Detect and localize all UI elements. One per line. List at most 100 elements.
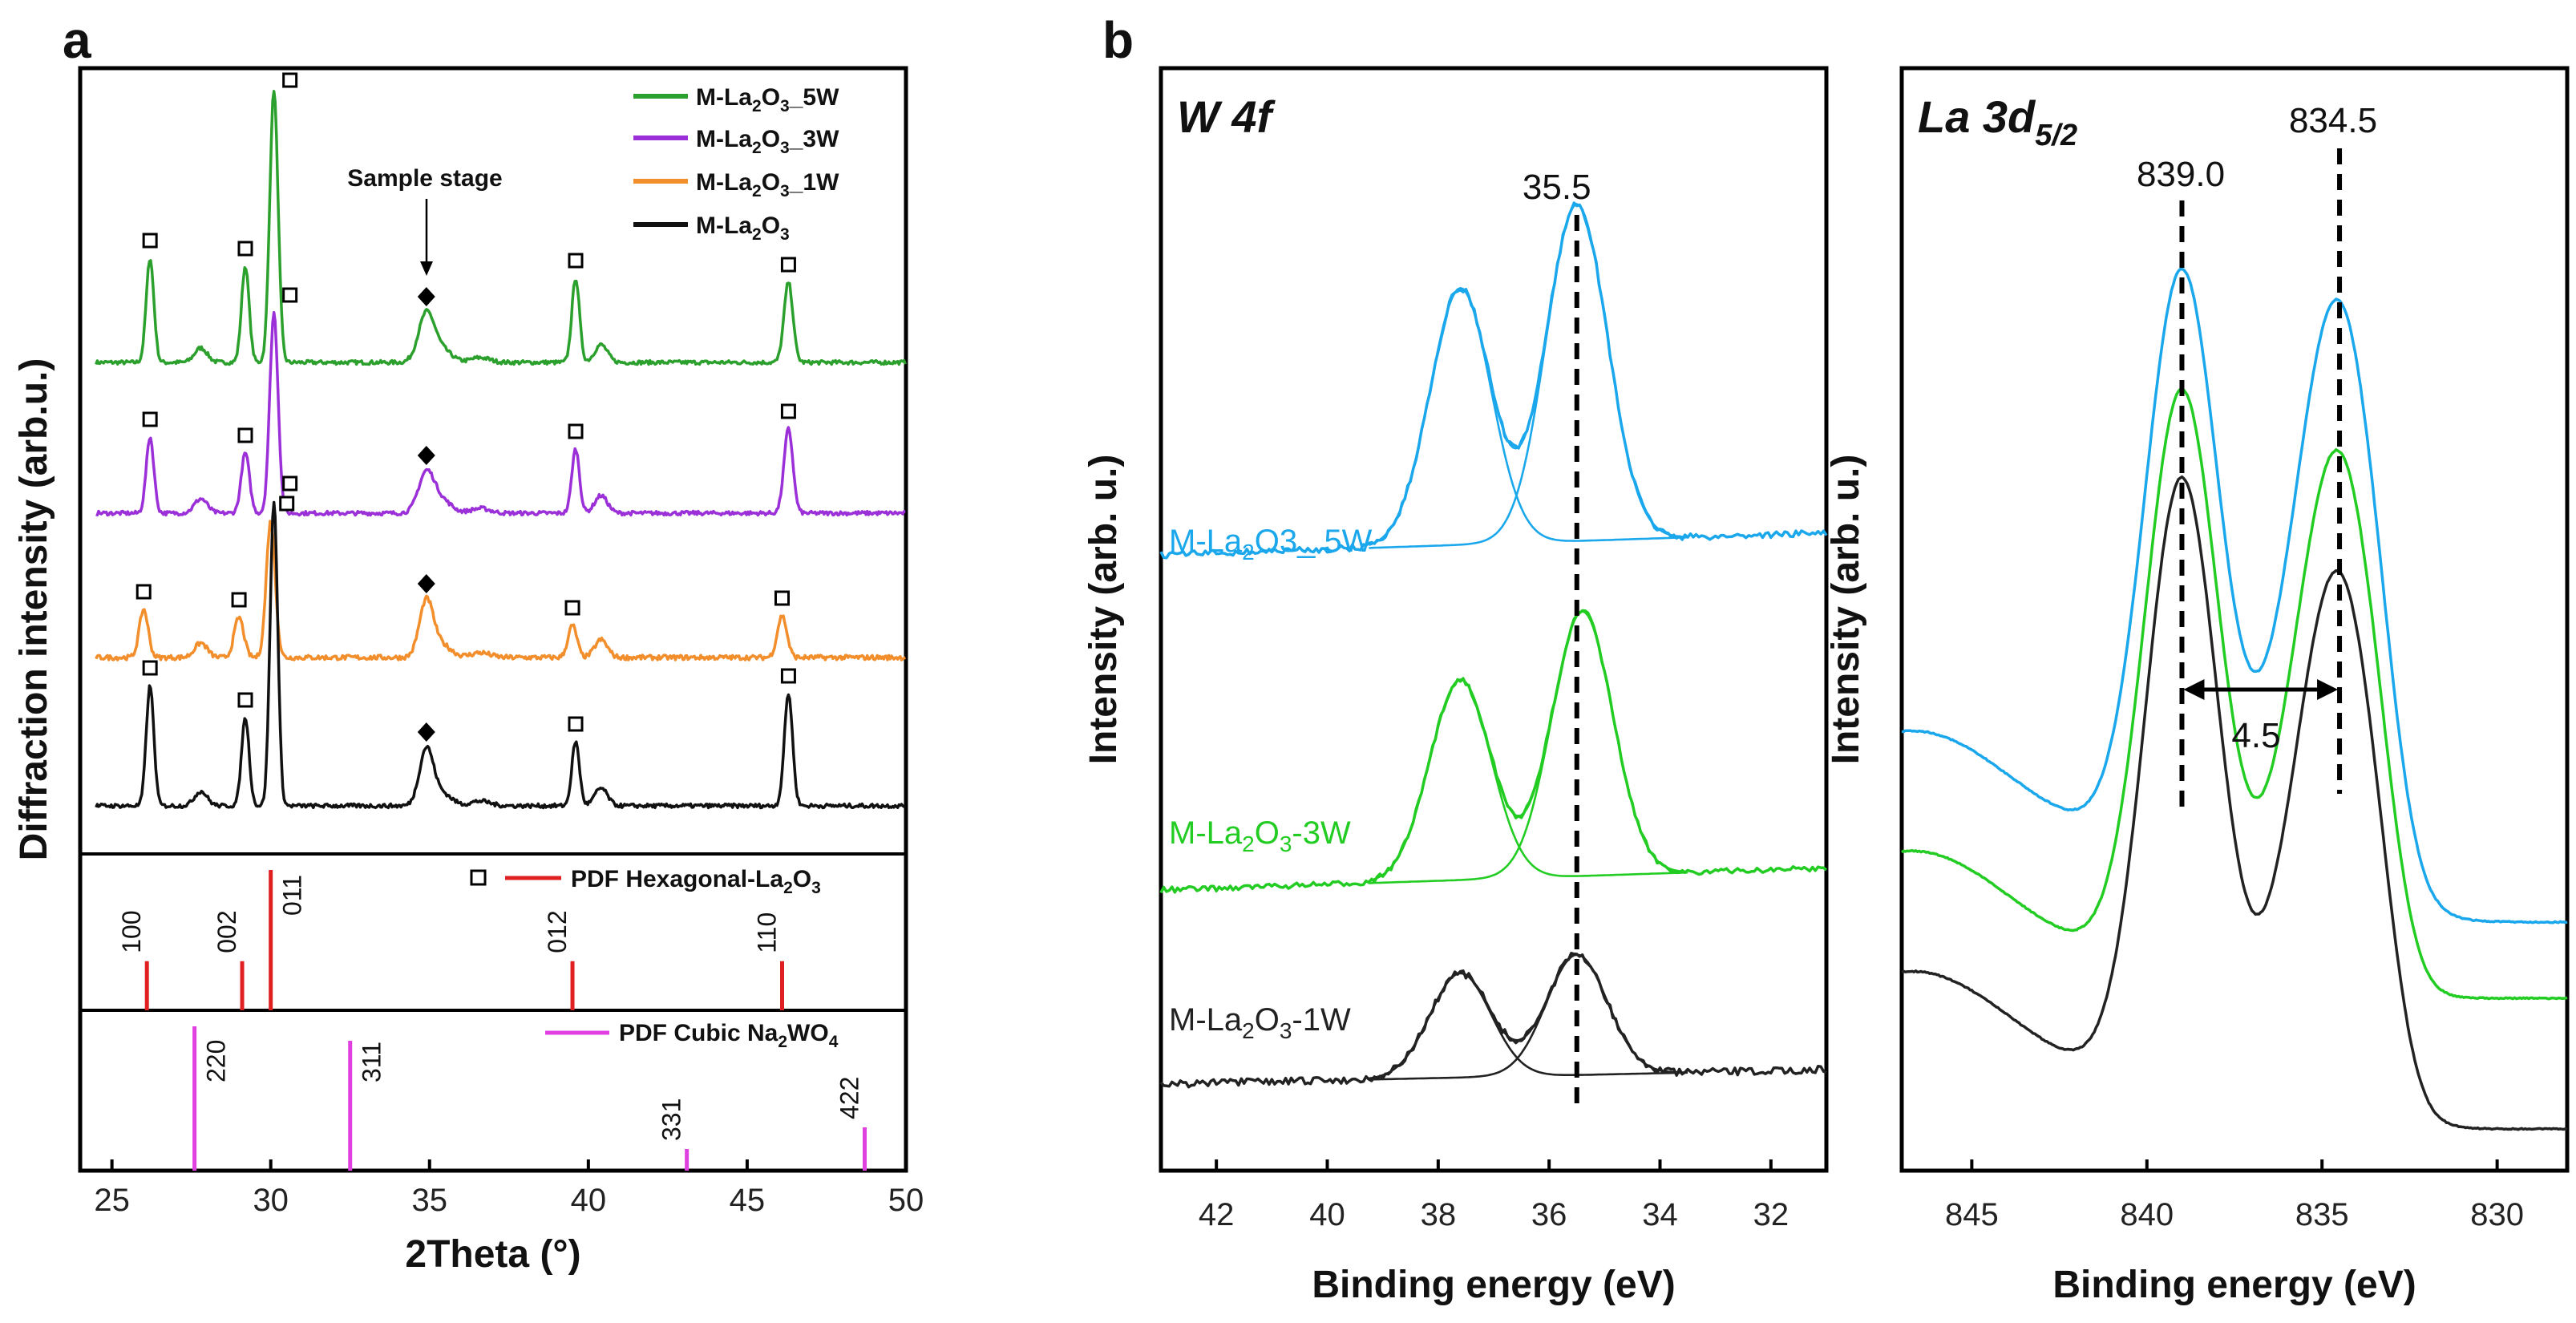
- xrd-curve-3w: [95, 310, 906, 517]
- w4f-1w-curve: [1159, 952, 1827, 1089]
- w4f-x-ticks: 42 40 38 36 34 32: [1199, 1159, 1789, 1232]
- xrd-square-marker: [237, 692, 253, 708]
- w4f-frame: [1159, 66, 1829, 1173]
- pdf1-legend-marker: [470, 869, 487, 886]
- panel-a-xtick-label: 35: [412, 1183, 448, 1218]
- xrd-square-marker: [774, 590, 790, 606]
- xrd-square-marker: [142, 411, 158, 427]
- la3d-peak2-label: 834.5: [2289, 101, 2377, 140]
- legend-entry-1w: M-La2O3_1W: [696, 169, 839, 200]
- pdf-hkl-label: 002: [212, 910, 241, 953]
- sample-stage-arrowhead: [420, 261, 433, 276]
- la3d-x-ticks: 845 840 835 830: [1945, 1159, 2524, 1232]
- xrd-square-marker: [780, 668, 796, 684]
- w4f-3w-curve: [1159, 609, 1828, 894]
- xrd-square-marker: [142, 660, 158, 676]
- pdf2-label: PDF Cubic Na2WO4: [619, 1020, 839, 1051]
- sample-stage-annotation: Sample stage: [347, 165, 502, 192]
- w4f-xtick-label: 36: [1531, 1197, 1567, 1232]
- panel-a-xtick-label: 30: [253, 1183, 289, 1218]
- xrd-square-marker: [142, 233, 158, 249]
- xrd-square-marker: [568, 716, 584, 732]
- w4f-xtick-label: 40: [1309, 1197, 1345, 1232]
- panel-a-xtick-label: 25: [94, 1183, 130, 1218]
- la3d-title: La 3d5/2: [1918, 91, 2077, 152]
- legend-entry-5w: M-La2O3_5W: [696, 84, 839, 115]
- pdf-hexagonal-sticks: 100 002 011 012 110: [117, 870, 784, 1010]
- panel-a-xtick-label: 45: [730, 1183, 766, 1218]
- w4f-5w-curve: [1159, 201, 1828, 560]
- la3d-1w-curve: [1901, 475, 2568, 1131]
- la3d-frame: [1899, 66, 2570, 1173]
- panel-a-frame: [78, 66, 908, 1173]
- la3d-xtick-label: 835: [2295, 1197, 2349, 1232]
- xrd-diamond-marker: [417, 446, 435, 465]
- w4f-xtick-label: 34: [1642, 1197, 1678, 1232]
- la3d-xtick-label: 845: [1945, 1197, 1999, 1232]
- xrd-square-marker: [135, 584, 152, 600]
- xrd-square-marker: [568, 253, 584, 269]
- xrd-peak-markers: [135, 72, 796, 742]
- xrd-square-marker: [231, 592, 247, 608]
- pdf-hkl-label: 331: [657, 1098, 686, 1141]
- xrd-curve-0w: [95, 500, 906, 810]
- w4f-xtick-label: 38: [1421, 1197, 1457, 1232]
- la3d-xtick-label: 840: [2120, 1197, 2174, 1232]
- w4f-peak-label: 35.5: [1523, 168, 1591, 207]
- pdf-hkl-label: 012: [543, 910, 572, 953]
- xrd-diamond-marker: [417, 287, 435, 306]
- panel-a-legend: M-La2O3_5W M-La2O3_3W M-La2O3_1W M-La2O3: [633, 84, 839, 244]
- xrd-square-marker: [279, 496, 295, 512]
- xrd-curve-5w: [95, 90, 907, 366]
- pdf-cubic-sticks: 220 311 331 422: [192, 1026, 867, 1171]
- legend-entry-0w: M-La2O3: [696, 212, 790, 244]
- panel-a-xtick-label: 50: [888, 1183, 924, 1218]
- xrd-diamond-marker: [417, 722, 435, 742]
- xrd-square-marker: [282, 72, 298, 88]
- xrd-square-marker: [237, 241, 253, 257]
- la3d-peak1-label: 839.0: [2137, 155, 2225, 194]
- pdf-hkl-label: 100: [117, 910, 146, 953]
- w4f-y-label: Intensity (arb. u.): [1082, 455, 1125, 765]
- xrd-curve-1w: [95, 520, 906, 662]
- w4f-1w-fit: [1369, 953, 1688, 1081]
- xrd-square-marker: [282, 475, 298, 492]
- xrd-curves: [95, 90, 907, 810]
- w4f-xtick-label: 32: [1753, 1197, 1789, 1232]
- pdf-hkl-label: 311: [358, 1042, 386, 1082]
- pdf-hkl-label: 011: [278, 875, 307, 916]
- pdf-hkl-label: 422: [835, 1077, 864, 1119]
- panel-b-letter: b: [1102, 11, 1134, 69]
- xrd-square-marker: [780, 257, 796, 273]
- xrd-square-marker: [564, 600, 580, 616]
- la3d-xtick-label: 830: [2470, 1197, 2524, 1232]
- pdf-hkl-label: 220: [202, 1040, 231, 1082]
- panel-a-x-ticks: 25 30 35 40 45 50: [94, 1159, 924, 1218]
- w4f-3w-fit: [1369, 609, 1688, 884]
- w4f-title: W 4f: [1177, 91, 1276, 142]
- la3d-curves: [1900, 267, 2568, 1131]
- la3d-split-arrowhead-right: [2317, 679, 2339, 700]
- la3d-split-label: 4.5: [2231, 716, 2280, 755]
- legend-entry-3w: M-La2O3_3W: [696, 126, 839, 157]
- la3d-split-arrowhead-left: [2183, 679, 2205, 700]
- w4f-x-label: Binding energy (eV): [1312, 1264, 1675, 1306]
- panel-a-letter: a: [63, 11, 91, 69]
- w4f-xtick-label: 42: [1199, 1197, 1235, 1232]
- la3d-5w-curve: [1901, 267, 2568, 924]
- la3d-3w-curve: [1900, 387, 2568, 1001]
- panel-a-x-label: 2Theta (°): [405, 1233, 580, 1276]
- panel-a-y-label: Diffraction intensity (arb.u.): [13, 358, 55, 861]
- la3d-x-label: Binding energy (eV): [2052, 1264, 2416, 1306]
- pdf-hkl-label: 110: [753, 912, 782, 953]
- panel-a-xtick-label: 40: [571, 1183, 607, 1218]
- xrd-square-marker: [237, 427, 253, 443]
- pdf1-label: PDF Hexagonal-La2O3: [571, 866, 821, 897]
- w4f-curves: [1159, 201, 1828, 1089]
- xrd-diamond-marker: [417, 574, 435, 593]
- w4f-sample-5w: M-La2O3_ 5W: [1169, 524, 1373, 564]
- w4f-sample-3w: M-La2O3-3W: [1169, 815, 1351, 856]
- w4f-sample-1w: M-La2O3-1W: [1169, 1002, 1351, 1043]
- xrd-square-marker: [780, 403, 796, 419]
